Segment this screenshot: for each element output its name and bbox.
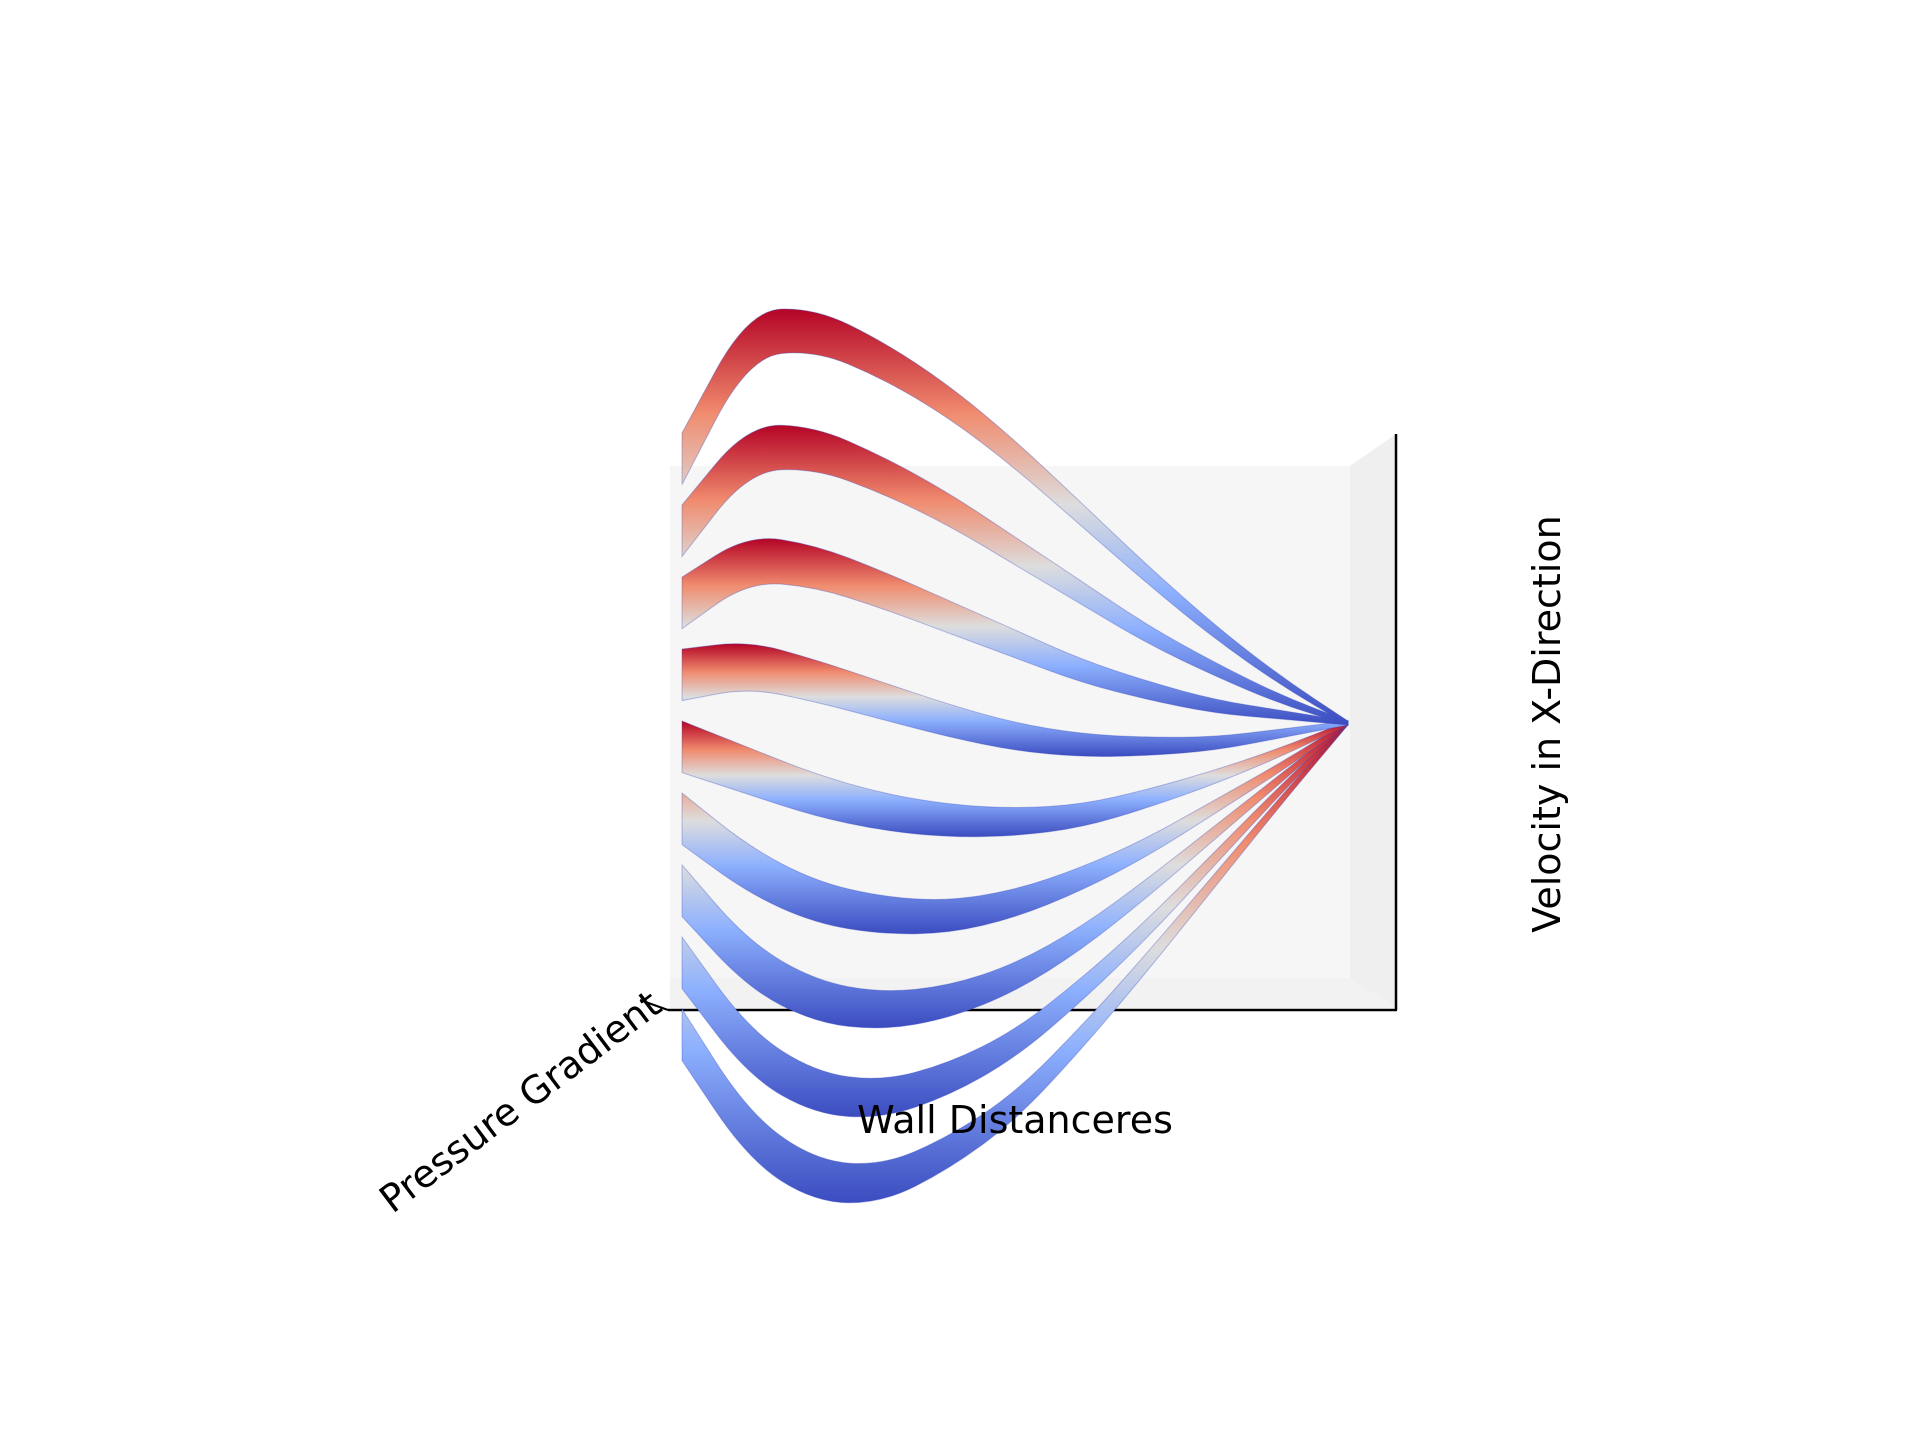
z-axis-label: Velocity in X-Direction bbox=[1525, 515, 1569, 932]
y-axis-label: Pressure Gradient bbox=[371, 982, 669, 1222]
pressure-axis-line bbox=[639, 999, 669, 1011]
surface-layers bbox=[681, 308, 1349, 1204]
right-pane bbox=[1350, 434, 1396, 1008]
surface-layer-pg-8 bbox=[681, 308, 1349, 726]
axes-panes bbox=[639, 434, 1398, 1012]
x-axis-label: Wall Distanceres bbox=[857, 1098, 1173, 1142]
